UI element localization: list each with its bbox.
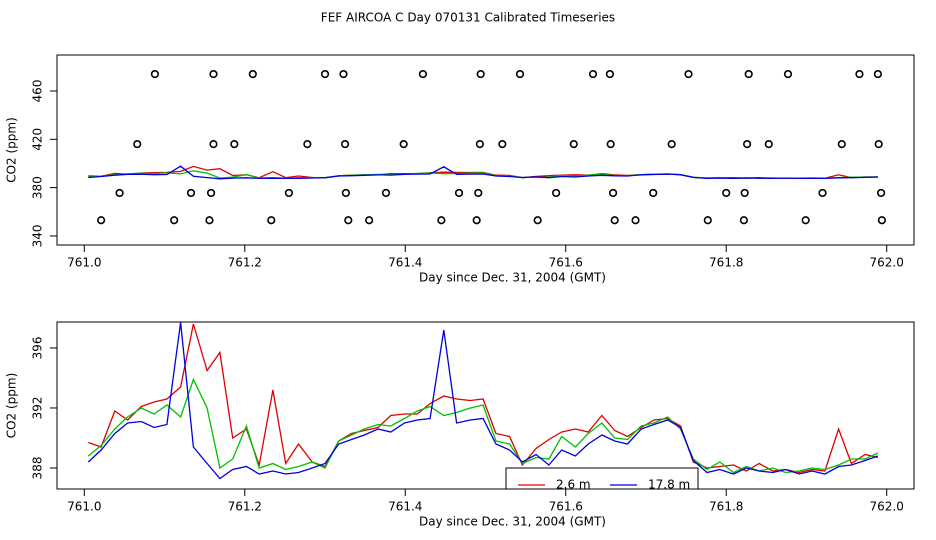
plot-frame	[56, 321, 915, 490]
x-tick-label: 761.4	[388, 256, 422, 270]
scatter-point	[476, 69, 485, 79]
scatter-point	[206, 188, 216, 198]
scatter-point	[186, 188, 196, 198]
x-tick-label: 761.2	[228, 256, 262, 270]
scatter-point	[605, 69, 614, 79]
scatter-point	[874, 140, 883, 149]
scatter-point	[610, 216, 619, 225]
x-tick-label: 761.8	[709, 256, 743, 270]
scatter-point	[606, 140, 615, 149]
scatter-point	[205, 216, 214, 225]
scatter-point	[873, 69, 882, 79]
scatter-point	[533, 216, 542, 225]
scatter-point	[344, 216, 353, 225]
scatter-point	[340, 140, 350, 149]
scatter-point	[170, 216, 179, 225]
scatter-point	[877, 216, 887, 225]
x-axis-label: Day since Dec. 31, 2004 (GMT)	[419, 515, 606, 529]
scatter-point	[744, 69, 753, 79]
scatter-point	[498, 140, 507, 149]
scatter-point	[209, 69, 218, 79]
legend-label: 2.6 m	[556, 478, 591, 492]
scatter-point	[667, 140, 676, 149]
y-tick-label: 460	[31, 80, 45, 103]
scatter-point	[454, 188, 464, 198]
scatter-point	[837, 140, 846, 149]
scatter-point	[877, 188, 886, 198]
x-tick-label: 761.4	[388, 500, 422, 514]
page-title: FEF AIRCOA C Day 070131 Calibrated Times…	[321, 11, 615, 25]
scatter-point	[722, 188, 731, 198]
series-line	[88, 323, 879, 474]
scatter-point	[320, 69, 330, 79]
x-tick-label: 761.6	[549, 500, 583, 514]
scatter-point	[97, 216, 106, 225]
y-tick-label: 396	[31, 337, 45, 360]
series-line	[88, 165, 878, 180]
scatter-point	[437, 216, 446, 225]
scatter-point	[381, 188, 391, 198]
scatter-point	[230, 140, 239, 149]
x-tick-label: 761.8	[709, 500, 743, 514]
y-tick-label: 392	[31, 397, 45, 420]
plot-area	[88, 69, 887, 225]
scatter-point	[740, 188, 749, 198]
scatter-point	[418, 69, 428, 79]
scatter-point	[133, 140, 142, 149]
scatter-point	[341, 188, 350, 198]
y-axis-label: CO2 (ppm)	[5, 117, 19, 183]
scatter-point	[818, 188, 827, 198]
scatter-point	[365, 216, 374, 225]
y-tick-label: 380	[31, 176, 45, 199]
scatter-point	[569, 140, 578, 149]
scatter-point	[783, 69, 793, 79]
y-tick-label: 420	[31, 128, 45, 151]
x-tick-label: 761.0	[67, 500, 101, 514]
scatter-point	[115, 188, 124, 198]
x-tick-label: 762.0	[870, 256, 904, 270]
series-line	[87, 377, 879, 474]
scatter-point	[475, 140, 484, 149]
scatter-point	[703, 216, 712, 225]
scatter-point	[474, 188, 483, 198]
scatter-point	[472, 216, 481, 225]
scatter-point	[267, 216, 276, 225]
scatter-point	[855, 69, 864, 79]
scatter-point	[209, 140, 218, 149]
scatter-point	[684, 69, 693, 79]
scatter-point	[284, 188, 294, 198]
plot-area: 2.6 m 17.8 m	[87, 322, 879, 492]
scatter-point	[515, 69, 525, 79]
plot-frame	[56, 54, 915, 246]
scatter-point	[303, 140, 312, 149]
scatter-point	[588, 69, 598, 79]
scatter-point	[631, 216, 640, 225]
scatter-point	[399, 140, 408, 149]
series-line	[87, 322, 879, 480]
x-axis-label: Day since Dec. 31, 2004 (GMT)	[419, 271, 606, 285]
scatter-point	[608, 188, 618, 198]
scatter-point	[339, 69, 348, 79]
legend-box	[505, 467, 699, 489]
scatter-point	[739, 216, 748, 225]
y-axis-label: CO2 (ppm)	[5, 373, 19, 439]
y-tick-label: 340	[31, 224, 45, 247]
legend-label: 17.8 m	[648, 478, 690, 492]
x-tick-label: 761.2	[228, 500, 262, 514]
y-tick-label: 388	[31, 457, 45, 480]
scatter-point	[552, 188, 561, 198]
scatter-point	[742, 140, 752, 149]
x-tick-label: 761.6	[549, 256, 583, 270]
x-tick-label: 762.0	[870, 500, 904, 514]
scatter-point	[764, 140, 773, 149]
scatter-point	[649, 188, 658, 198]
x-tick-label: 761.0	[67, 256, 101, 270]
scatter-point	[150, 69, 159, 79]
scatter-point	[248, 69, 257, 79]
scatter-point	[801, 216, 810, 225]
